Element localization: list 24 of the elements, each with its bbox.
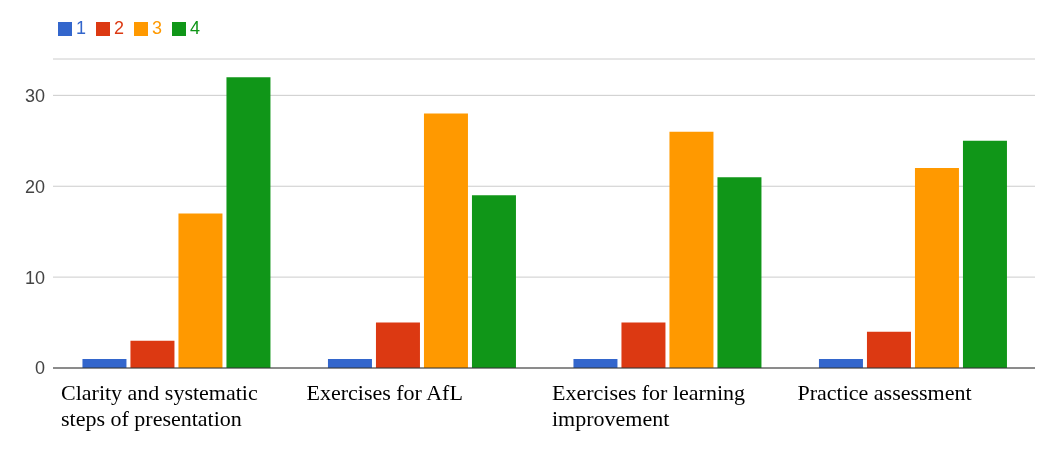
y-tick-label: 0 xyxy=(34,358,45,379)
bar xyxy=(669,131,714,368)
y-tick-label: 20 xyxy=(24,176,45,197)
legend-label: 3 xyxy=(152,18,163,38)
bar xyxy=(226,77,271,368)
legend-label: 2 xyxy=(114,18,125,38)
x-tick-label: Exercises for learning improvement xyxy=(551,380,747,432)
y-tick-label: 30 xyxy=(24,85,45,106)
x-tick-label: Practice assessment xyxy=(796,380,973,406)
x-tick-label: Exercises for AfL xyxy=(305,380,464,406)
bar xyxy=(717,177,762,368)
y-tick-label: 10 xyxy=(24,267,45,288)
legend-label: 4 xyxy=(190,18,201,38)
x-tick-label: Clarity and systematic steps of presentation xyxy=(60,380,259,432)
bar xyxy=(621,322,666,368)
bar xyxy=(866,331,911,368)
bar xyxy=(423,113,468,368)
bar xyxy=(130,340,175,368)
bar xyxy=(178,213,223,368)
legend-label: 1 xyxy=(76,18,87,38)
bar xyxy=(962,140,1007,368)
bar xyxy=(914,168,959,368)
bar xyxy=(471,195,516,368)
bar xyxy=(375,322,420,368)
